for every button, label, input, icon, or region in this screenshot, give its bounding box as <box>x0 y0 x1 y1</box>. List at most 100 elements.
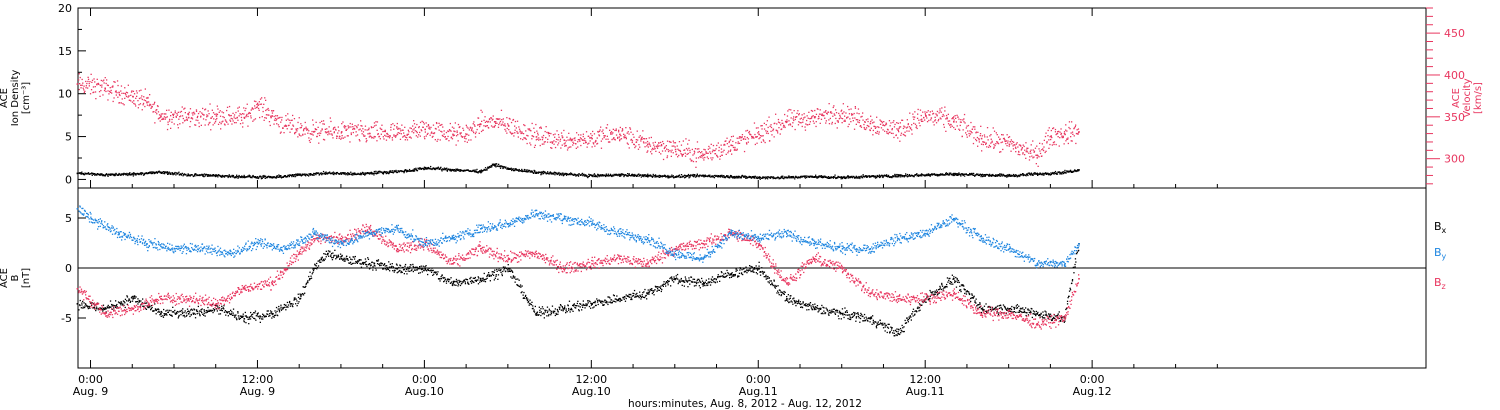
density-point <box>960 175 962 177</box>
velocity-point <box>291 119 293 121</box>
velocity-point <box>103 89 106 92</box>
velocity-marker <box>674 148 677 151</box>
bx-point <box>228 311 230 313</box>
velocity-point <box>386 132 388 135</box>
velocity-point <box>234 117 236 120</box>
velocity-point <box>259 103 261 105</box>
density-point <box>658 176 660 178</box>
bx-point <box>262 313 264 315</box>
density-point <box>617 174 619 176</box>
velocity-point <box>380 133 382 135</box>
velocity-point <box>779 133 781 135</box>
bx-point <box>138 301 140 303</box>
bx-point <box>308 275 310 278</box>
density-point <box>140 173 142 176</box>
velocity-point <box>521 131 523 133</box>
density-marker <box>786 176 788 179</box>
density-point <box>732 177 734 179</box>
velocity-point <box>791 125 793 128</box>
velocity-point <box>503 124 505 127</box>
velocity-point <box>177 127 179 129</box>
velocity-point <box>794 128 796 131</box>
velocity-marker <box>953 121 955 123</box>
velocity-point <box>268 109 270 111</box>
velocity-point <box>708 145 710 148</box>
velocity-point <box>300 135 302 137</box>
density-point <box>600 175 602 177</box>
velocity-point <box>834 122 836 125</box>
density-point <box>402 170 404 172</box>
velocity-point <box>907 123 909 125</box>
velocity-point <box>657 144 659 146</box>
density-point <box>520 170 522 172</box>
density-point <box>1065 171 1067 174</box>
velocity-point <box>1062 135 1064 137</box>
velocity-point <box>885 124 887 126</box>
velocity-point <box>891 128 893 130</box>
velocity-point <box>805 123 807 125</box>
velocity-point <box>238 115 240 117</box>
velocity-point <box>285 119 287 121</box>
velocity-point <box>941 115 943 118</box>
bx-point <box>231 311 233 313</box>
velocity-point <box>678 154 680 157</box>
velocity-point <box>642 130 644 132</box>
bx-point <box>91 304 93 306</box>
velocity-point <box>345 125 347 128</box>
velocity-point <box>413 132 415 134</box>
velocity-point <box>201 112 203 114</box>
velocity-point <box>508 129 510 131</box>
velocity-point <box>119 102 121 104</box>
density-point <box>588 175 590 177</box>
velocity-point <box>793 116 795 118</box>
density-point <box>570 174 572 176</box>
velocity-point <box>916 117 919 119</box>
density-point <box>746 177 748 179</box>
bx-point <box>206 309 208 312</box>
velocity-point <box>421 120 423 122</box>
density-point <box>441 170 443 172</box>
velocity-point <box>646 151 648 153</box>
velocity-point <box>302 134 304 136</box>
velocity-point <box>715 148 717 150</box>
velocity-point <box>145 97 148 99</box>
velocity-point <box>711 159 713 161</box>
velocity-point <box>866 124 868 127</box>
density-marker <box>758 176 760 179</box>
velocity-point <box>974 126 976 128</box>
velocity-point <box>705 151 707 153</box>
velocity-point <box>1076 129 1078 131</box>
bx-point <box>115 300 117 302</box>
density-point <box>804 177 807 179</box>
velocity-point <box>932 112 935 115</box>
velocity-point <box>189 126 191 128</box>
velocity-point <box>373 122 376 124</box>
velocity-point <box>686 153 688 155</box>
density-point <box>556 172 558 174</box>
velocity-point <box>934 119 937 121</box>
velocity-point <box>755 127 758 129</box>
velocity-point <box>285 115 287 117</box>
velocity-point <box>242 126 244 128</box>
velocity-point <box>598 135 601 137</box>
density-point <box>89 173 91 175</box>
density-point <box>560 172 562 175</box>
velocity-point <box>278 117 280 119</box>
velocity-point <box>879 119 881 121</box>
density-point <box>847 175 849 178</box>
velocity-point <box>502 118 504 120</box>
velocity-point <box>454 130 456 133</box>
velocity-point <box>297 121 299 124</box>
velocity-point <box>176 114 179 116</box>
density-point <box>152 171 154 173</box>
velocity-point <box>779 122 781 124</box>
bx-point <box>148 306 150 309</box>
velocity-point <box>350 133 352 136</box>
velocity-point <box>881 120 883 123</box>
density-point <box>254 176 257 178</box>
density-point <box>764 178 767 180</box>
velocity-point <box>702 153 704 155</box>
density-marker <box>76 172 79 175</box>
velocity-point <box>391 139 394 141</box>
velocity-point <box>833 105 835 107</box>
